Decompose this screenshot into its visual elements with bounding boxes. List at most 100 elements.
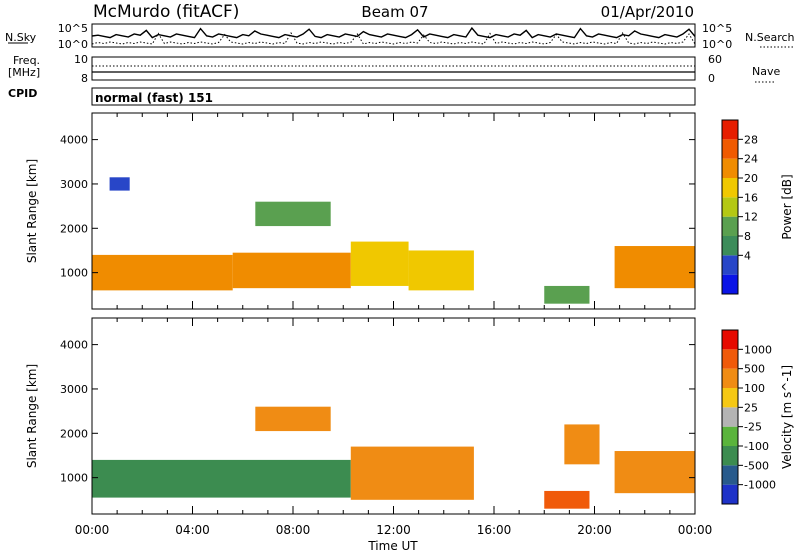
power-region-0	[92, 254, 233, 291]
power-colorbar-cell	[722, 139, 738, 159]
power-panel: 1000 2000 3000 4000 Slant Range [km]	[25, 112, 696, 310]
velocity-region-3	[614, 451, 695, 494]
time-tick-label: 20:00	[577, 523, 612, 537]
nsearch-tick-bottom: 10^0	[702, 38, 732, 51]
power-colorbar-cell	[722, 158, 738, 178]
velocity-colorbar-ticks: 1000 500 100 25 -25 -100 -500 -1000	[738, 343, 776, 492]
power-colorbar-cell	[722, 216, 738, 236]
freq-tick-bottom: 8	[81, 72, 88, 85]
time-tick-label: 04:00	[175, 523, 210, 537]
velocity-region-0	[92, 459, 351, 498]
power-region-6	[255, 201, 331, 227]
freq-label-1: Freq.	[13, 54, 40, 67]
velocity-colorbar-tick-label: 25	[744, 401, 758, 414]
velocity-colorbar-cell	[722, 368, 738, 388]
time-tick-label: 12:00	[376, 523, 411, 537]
date-title: 01/Apr/2010	[601, 3, 694, 21]
power-y-tick-label: 4000	[60, 134, 88, 147]
nave-label: Nave	[752, 65, 780, 78]
power-colorbar-cell	[722, 178, 738, 198]
velocity-colorbar-tick-label: 100	[744, 382, 765, 395]
power-colorbar-tick-label: 16	[744, 191, 758, 204]
power-data-layer	[92, 177, 695, 304]
velocity-colorbar-tick-label: -1000	[744, 479, 776, 492]
velocity-region-4	[255, 406, 331, 432]
time-tick-label: 08:00	[276, 523, 311, 537]
velocity-colorbar-cell	[722, 388, 738, 408]
power-colorbar-cell	[722, 236, 738, 256]
nsky-label: N.Sky	[5, 31, 37, 44]
nsky-strip: N.Sky 10^5 10^0 10^5 10^0 N.Search	[5, 22, 795, 51]
velocity-colorbar-tick-label: 500	[744, 363, 765, 376]
freq-strip: Freq. [MHz] 10 8 60 0 Nave	[8, 53, 780, 85]
time-tick-label: 16:00	[477, 523, 512, 537]
station-title: McMurdo (fitACF)	[93, 2, 239, 22]
power-x-axis	[91, 113, 696, 309]
velocity-colorbar-cell	[722, 446, 738, 466]
velocity-colorbar-tick-label: 1000	[744, 343, 772, 356]
velocity-colorbar-cell	[722, 465, 738, 485]
velocity-region-2	[544, 490, 590, 509]
velocity-y-tick-label: 2000	[60, 427, 88, 440]
power-y-axis: 1000 2000 3000 4000	[60, 134, 695, 280]
power-colorbar-tick-label: 24	[744, 153, 758, 166]
power-colorbar-tick-label: 28	[744, 133, 758, 146]
velocity-colorbar: 1000 500 100 25 -25 -100 -500 -1000 Velocity [m…	[721, 329, 794, 505]
velocity-colorbar-cell	[722, 426, 738, 446]
velocity-data-layer	[92, 406, 695, 509]
cpid-label: CPID	[8, 87, 37, 100]
power-colorbar-tick-label: 12	[744, 211, 758, 224]
power-colorbar-tick-label: 20	[744, 172, 758, 185]
velocity-y-tick-label: 1000	[60, 472, 88, 485]
power-colorbar: 28 24 20 16 12 8 4 Power [dB]	[721, 119, 794, 295]
velocity-region-5	[564, 424, 600, 465]
beam-title: Beam 07	[361, 3, 428, 21]
nsky-trace	[91, 26, 696, 39]
power-colorbar-cell	[722, 120, 738, 140]
velocity-x-axis	[91, 318, 696, 514]
time-tick-label: 00:00	[75, 523, 110, 537]
power-y-tick-label: 1000	[60, 267, 88, 280]
power-colorbar-cell	[722, 197, 738, 217]
power-region-3	[408, 250, 474, 291]
cpid-value: normal (fast) 151	[95, 91, 213, 105]
power-colorbar-tick-label: 8	[744, 230, 751, 243]
nsky-tick-bottom: 10^0	[58, 38, 88, 51]
power-colorbar-ticks: 28 24 20 16 12 8 4	[738, 133, 758, 262]
nave-tick-top: 60	[708, 53, 722, 66]
velocity-colorbar-cell	[722, 349, 738, 369]
time-axis-label: Time UT	[367, 539, 418, 553]
power-colorbar-cell	[722, 274, 738, 294]
nsky-tick-top: 10^5	[58, 22, 88, 35]
power-colorbar-tick-label: 4	[744, 249, 751, 262]
velocity-colorbar-tick-label: -500	[744, 459, 769, 472]
power-y-tick-label: 2000	[60, 222, 88, 235]
velocity-colorbar-cell	[722, 484, 738, 504]
velocity-y-tick-label: 3000	[60, 383, 88, 396]
power-region-2	[350, 241, 409, 286]
power-region-4	[544, 285, 590, 304]
nsearch-trace	[91, 32, 696, 45]
velocity-ylabel: Slant Range [km]	[25, 364, 39, 468]
velocity-y-tick-label: 4000	[60, 339, 88, 352]
velocity-colorbar-label: Velocity [m s^-1]	[780, 365, 794, 469]
velocity-panel: 1000 2000 3000 4000 Slant Range [km]	[25, 317, 696, 515]
velocity-colorbar-tick-label: -25	[744, 421, 762, 434]
velocity-colorbar-cell	[722, 330, 738, 350]
velocity-colorbar-cell	[722, 407, 738, 427]
power-region-5	[614, 246, 695, 289]
power-y-tick-label: 3000	[60, 178, 88, 191]
nsearch-label: N.Search	[745, 31, 795, 44]
velocity-region-1	[350, 446, 474, 500]
nave-tick-bottom: 0	[708, 72, 715, 85]
velocity-colorbar-tick-label: -100	[744, 440, 769, 453]
power-ylabel: Slant Range [km]	[25, 159, 39, 263]
velocity-y-axis: 1000 2000 3000 4000	[60, 339, 695, 485]
time-tick-label: 00:00	[678, 523, 713, 537]
nsearch-tick-top: 10^5	[702, 22, 732, 35]
power-region-7	[109, 177, 130, 191]
freq-tick-top: 10	[74, 53, 88, 66]
power-colorbar-label: Power [dB]	[780, 174, 794, 239]
freq-label-2: [MHz]	[8, 66, 40, 79]
